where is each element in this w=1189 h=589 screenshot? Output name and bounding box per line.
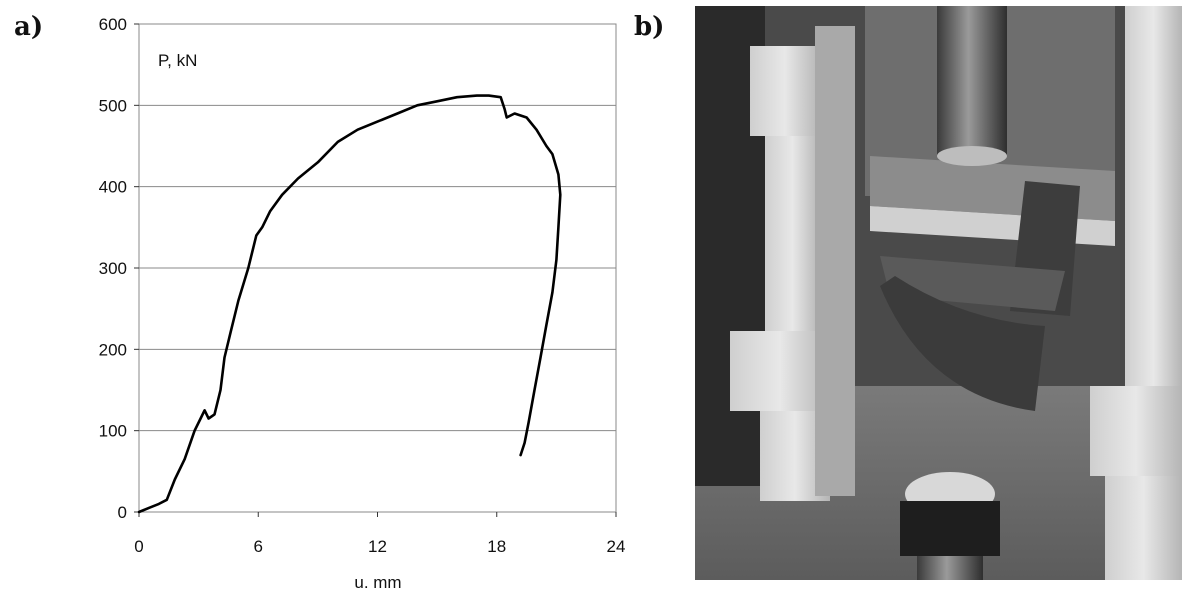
lower-bolt-stem bbox=[917, 556, 983, 580]
rod-tip bbox=[937, 146, 1007, 166]
y-tick-label-0: 0 bbox=[118, 503, 127, 522]
specimen-bracket bbox=[880, 181, 1080, 411]
y-tick-label-4: 400 bbox=[99, 178, 127, 197]
x-tick-label-3: 18 bbox=[487, 537, 506, 556]
tick-layer: 0 100 200 300 400 500 600 0 6 12 18 24 bbox=[99, 15, 626, 556]
panel-label-b: b) bbox=[634, 12, 665, 42]
y-axis-label: P, kN bbox=[158, 51, 197, 70]
right-support-column bbox=[1090, 6, 1182, 580]
grid-layer bbox=[139, 104, 616, 432]
panel-label-a: a) bbox=[14, 12, 44, 42]
x-axis-label: u. mm bbox=[354, 573, 401, 589]
y-tick-label-1: 100 bbox=[99, 422, 127, 441]
y-tick-label-6: 600 bbox=[99, 15, 127, 34]
lower-bolt-body bbox=[900, 501, 1000, 556]
y-tick-label-5: 500 bbox=[99, 96, 127, 115]
load-displacement-chart: 0 100 200 300 400 500 600 0 6 12 18 24 P, kN u. mm bbox=[99, 15, 626, 589]
hydraulic-rod bbox=[937, 6, 1007, 156]
test-setup-photo bbox=[695, 6, 1182, 580]
x-tick-label-1: 6 bbox=[254, 537, 263, 556]
x-tick-label-4: 24 bbox=[607, 537, 626, 556]
y-tick-label-3: 300 bbox=[99, 259, 127, 278]
x-tick-label-2: 12 bbox=[368, 537, 387, 556]
y-tick-label-2: 200 bbox=[99, 340, 127, 359]
left-support-column bbox=[730, 26, 855, 501]
x-tick-label-0: 0 bbox=[134, 537, 143, 556]
series-line bbox=[137, 94, 562, 514]
